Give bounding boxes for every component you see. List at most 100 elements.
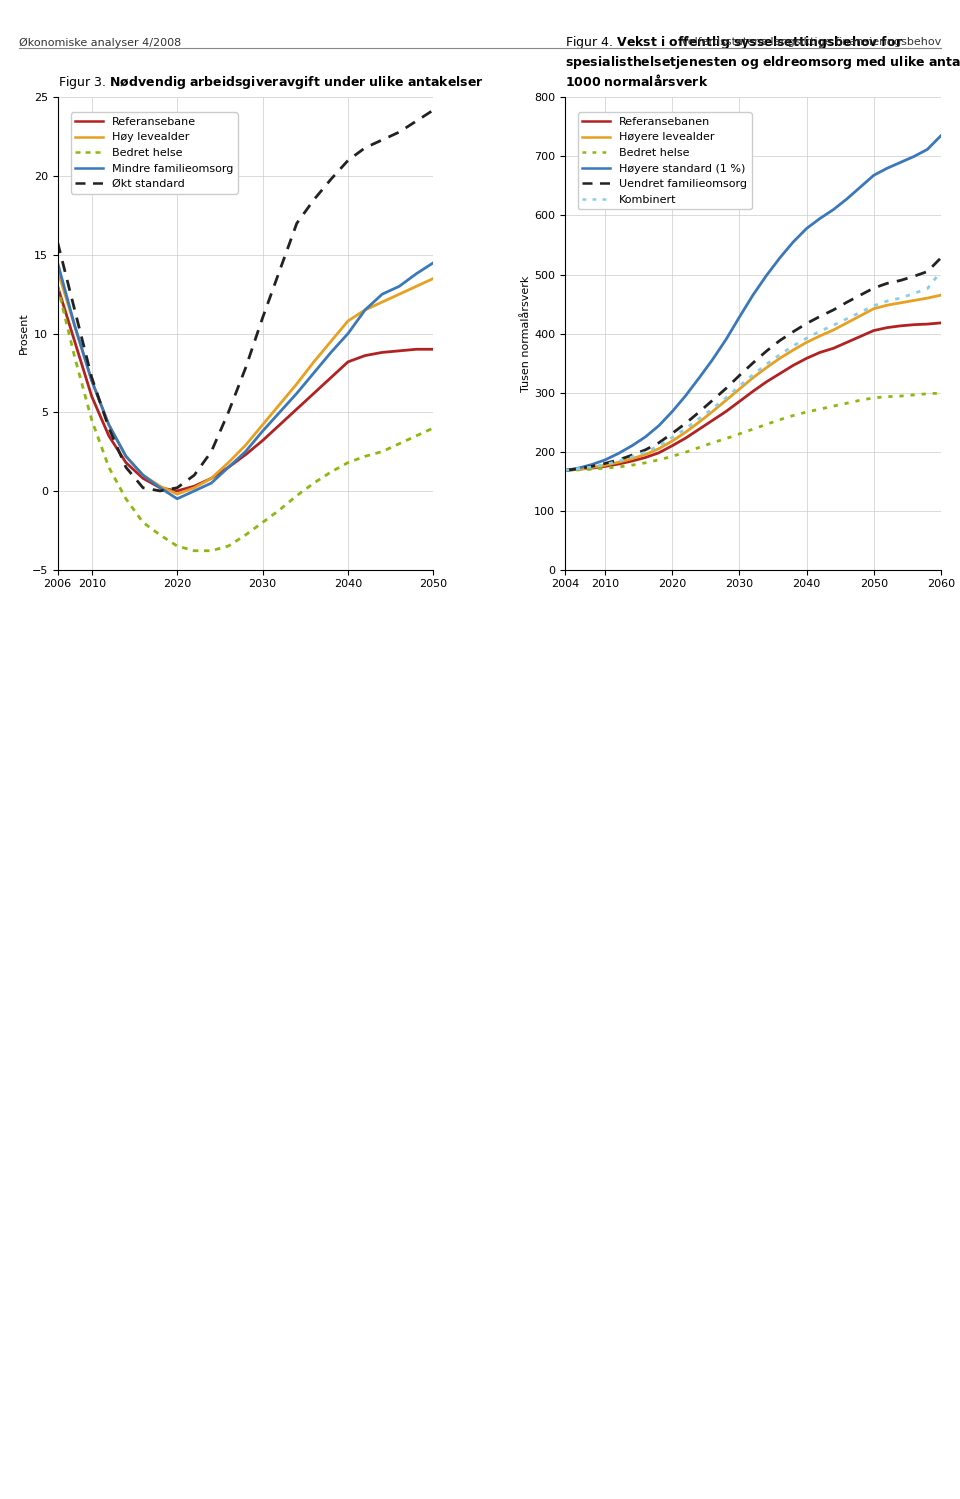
- Høyere standard (1 %): [733, 307, 745, 325]
- Referansebane: [137, 469, 149, 487]
- Høyere standard (1 %): [693, 369, 705, 387]
- Line: Høy levealder: Høy levealder: [58, 271, 433, 495]
- Høyere levealder: [560, 462, 571, 480]
- Bedret helse: [325, 463, 337, 481]
- Text: Figur 4. $\bf{Vekst\ i\ offentlig\ sysselsettingsbehov\ for}$
$\bf{spesialisthel: Figur 4. $\bf{Vekst\ i\ offentlig\ sysse…: [565, 34, 960, 90]
- Høyere levealder: [680, 423, 691, 441]
- Bedret helse: [560, 462, 571, 480]
- Uendret familieomsorg: [733, 366, 745, 384]
- Bedret helse: [854, 391, 866, 409]
- Bedret helse: [291, 487, 302, 505]
- Referansebane: [69, 333, 81, 351]
- Line: Bedret helse: Bedret helse: [565, 393, 941, 471]
- Uendret familieomsorg: [801, 315, 812, 333]
- Bedret helse: [343, 454, 354, 472]
- Referansebanen: [922, 315, 933, 333]
- Line: Økt standard: Økt standard: [58, 109, 433, 492]
- Kombinert: [560, 462, 571, 480]
- Høyere levealder: [895, 294, 906, 312]
- Høy levealder: [308, 352, 320, 370]
- Referansebanen: [707, 411, 718, 429]
- Høyere standard (1 %): [572, 459, 584, 477]
- Økt standard: [274, 262, 285, 280]
- Line: Bedret helse: Bedret helse: [58, 286, 433, 550]
- Høyere levealder: [720, 391, 732, 409]
- Høy levealder: [359, 301, 371, 319]
- Uendret familieomsorg: [680, 414, 691, 432]
- Økt standard: [188, 466, 200, 484]
- Høyere standard (1 %): [787, 232, 799, 250]
- Kombinert: [586, 457, 597, 475]
- Bedret helse: [653, 451, 664, 469]
- Mindre familieomsorg: [103, 415, 114, 433]
- Uendret familieomsorg: [814, 307, 826, 325]
- Uendret familieomsorg: [572, 460, 584, 478]
- Referansebane: [291, 400, 302, 418]
- Referansebanen: [881, 319, 893, 337]
- Høyere standard (1 %): [935, 127, 947, 145]
- Legend: Referansebane, Høy levealder, Bedret helse, Mindre familieomsorg, Økt standard: Referansebane, Høy levealder, Bedret hel…: [71, 112, 238, 193]
- Uendret familieomsorg: [693, 403, 705, 421]
- Økt standard: [172, 478, 183, 496]
- Økt standard: [137, 478, 149, 496]
- Bedret helse: [394, 435, 405, 453]
- Bedret helse: [828, 397, 839, 415]
- Bedret helse: [274, 501, 285, 519]
- Uendret familieomsorg: [599, 454, 611, 472]
- Bedret helse: [841, 394, 852, 412]
- Uendret familieomsorg: [828, 301, 839, 319]
- Referansebanen: [733, 393, 745, 411]
- Høyere standard (1 %): [774, 249, 785, 267]
- Økt standard: [223, 403, 234, 421]
- Referansebanen: [828, 339, 839, 357]
- Uendret familieomsorg: [774, 331, 785, 349]
- Bedret helse: [572, 460, 584, 478]
- Bedret helse: [308, 474, 320, 492]
- Bedret helse: [707, 433, 718, 451]
- Kombinert: [626, 448, 637, 466]
- Mindre familieomsorg: [325, 343, 337, 361]
- Mindre familieomsorg: [172, 490, 183, 508]
- Referansebanen: [935, 313, 947, 331]
- Referansebanen: [774, 364, 785, 382]
- Referansebanen: [787, 357, 799, 375]
- Bedret helse: [359, 447, 371, 465]
- Kombinert: [814, 322, 826, 340]
- Høyere levealder: [760, 358, 772, 376]
- Økt standard: [103, 420, 114, 438]
- Høyere standard (1 %): [639, 427, 651, 445]
- Høyere levealder: [854, 307, 866, 325]
- Høyere levealder: [626, 450, 637, 468]
- Bedret helse: [895, 387, 906, 405]
- Høyere levealder: [881, 297, 893, 315]
- Høy levealder: [103, 415, 114, 433]
- Bedret helse: [69, 348, 81, 366]
- Bedret helse: [733, 424, 745, 442]
- Kombinert: [666, 429, 678, 447]
- Økt standard: [427, 100, 439, 118]
- Høy levealder: [343, 312, 354, 330]
- Mindre familieomsorg: [52, 253, 63, 271]
- Høyere levealder: [612, 453, 624, 471]
- Høyere standard (1 %): [801, 219, 812, 237]
- Uendret familieomsorg: [935, 249, 947, 267]
- Mindre familieomsorg: [427, 253, 439, 271]
- Høyere standard (1 %): [854, 178, 866, 196]
- Referansebanen: [612, 456, 624, 474]
- Økt standard: [376, 130, 388, 148]
- Bedret helse: [411, 427, 422, 445]
- Kombinert: [935, 262, 947, 280]
- Bedret helse: [223, 537, 234, 555]
- Bedret helse: [935, 384, 947, 402]
- Y-axis label: Tusen normalårsverk: Tusen normalårsverk: [521, 276, 531, 391]
- Referansebane: [376, 343, 388, 361]
- Høy levealder: [155, 477, 166, 495]
- Bedret helse: [908, 385, 920, 403]
- Høyere standard (1 %): [560, 462, 571, 480]
- Økt standard: [394, 123, 405, 141]
- Høyere levealder: [922, 289, 933, 307]
- Mindre familieomsorg: [69, 316, 81, 334]
- Høyere levealder: [693, 414, 705, 432]
- Bedret helse: [586, 460, 597, 478]
- Bedret helse: [205, 541, 217, 559]
